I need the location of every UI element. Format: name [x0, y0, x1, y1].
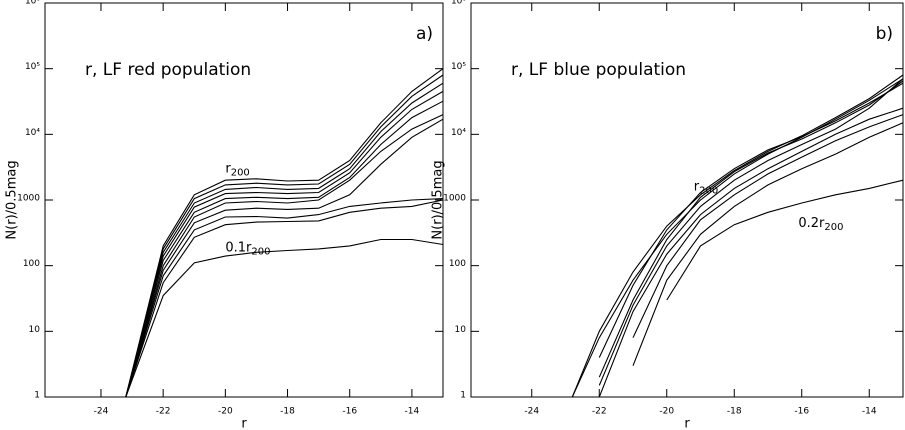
curve	[125, 74, 444, 398]
curve	[598, 78, 904, 386]
curve	[125, 100, 444, 398]
x-axis-label: r	[241, 417, 247, 430]
y-tick-label: 10⁴	[25, 128, 40, 138]
annotation: 0.2r200	[798, 215, 843, 233]
y-tick-label: 1	[34, 391, 40, 401]
annotation-text: 0.1r	[225, 240, 252, 255]
curve	[598, 80, 904, 378]
annotation-sub: 200	[231, 168, 250, 179]
x-tick-label: -22	[592, 407, 607, 417]
x-tick-label: -20	[218, 407, 233, 417]
x-tick-label: -24	[94, 407, 109, 417]
panel-title: r, LF blue population	[511, 60, 686, 80]
y-tick-label: 10	[455, 325, 467, 335]
curve	[125, 118, 444, 398]
curve	[125, 68, 444, 398]
curve	[666, 179, 904, 301]
curve	[125, 198, 444, 398]
curve	[125, 199, 444, 398]
curve	[125, 238, 444, 398]
panel-title: r, LF red population	[85, 60, 251, 80]
y-tick-label: 1000	[443, 194, 466, 204]
y-tick-label: 10	[29, 325, 41, 335]
panel-label: b)	[876, 24, 893, 44]
y-tick-label: 100	[449, 259, 466, 269]
curve	[632, 114, 904, 338]
curve	[632, 122, 904, 366]
y-tick-label: 10⁶	[25, 0, 40, 7]
x-tick-label: -14	[405, 407, 420, 417]
y-tick-label: 10⁵	[25, 62, 40, 72]
x-tick-label: -24	[524, 407, 539, 417]
curve	[571, 74, 904, 398]
y-tick-label: 10⁴	[451, 128, 466, 138]
annotation-sub: 200	[699, 186, 718, 197]
annotation: r200	[225, 161, 249, 179]
annotation-text: r	[225, 161, 231, 176]
curve	[598, 107, 904, 398]
x-tick-label: -22	[156, 407, 171, 417]
curve	[125, 90, 444, 398]
x-axis-label: r	[684, 417, 690, 430]
annotation-sub: 200	[251, 246, 270, 257]
y-tick-label: 100	[23, 259, 40, 269]
curve	[125, 82, 444, 398]
annotation: 0.1r200	[225, 240, 270, 258]
y-axis-label: N(r)/0.5mag	[431, 160, 446, 239]
curve	[571, 78, 904, 398]
curve	[598, 82, 904, 358]
y-tick-label: 10⁶	[451, 0, 466, 7]
annotation-text: r	[694, 179, 700, 194]
y-tick-label: 1	[460, 391, 466, 401]
x-tick-label: -18	[280, 407, 295, 417]
x-tick-label: -16	[342, 407, 357, 417]
y-tick-label: 10⁵	[451, 62, 466, 72]
panel-label: a)	[416, 24, 433, 44]
y-axis-label: N(r)/0.5mag	[5, 160, 20, 239]
annotation-sub: 200	[824, 222, 843, 233]
x-tick-label: -16	[794, 407, 809, 417]
curve	[125, 114, 444, 398]
annotation-text: 0.2r	[798, 215, 825, 230]
x-tick-label: -20	[659, 407, 674, 417]
x-tick-label: -14	[862, 407, 877, 417]
x-tick-label: -18	[727, 407, 742, 417]
y-tick-label: 1000	[17, 194, 40, 204]
annotation: r200	[694, 179, 718, 197]
